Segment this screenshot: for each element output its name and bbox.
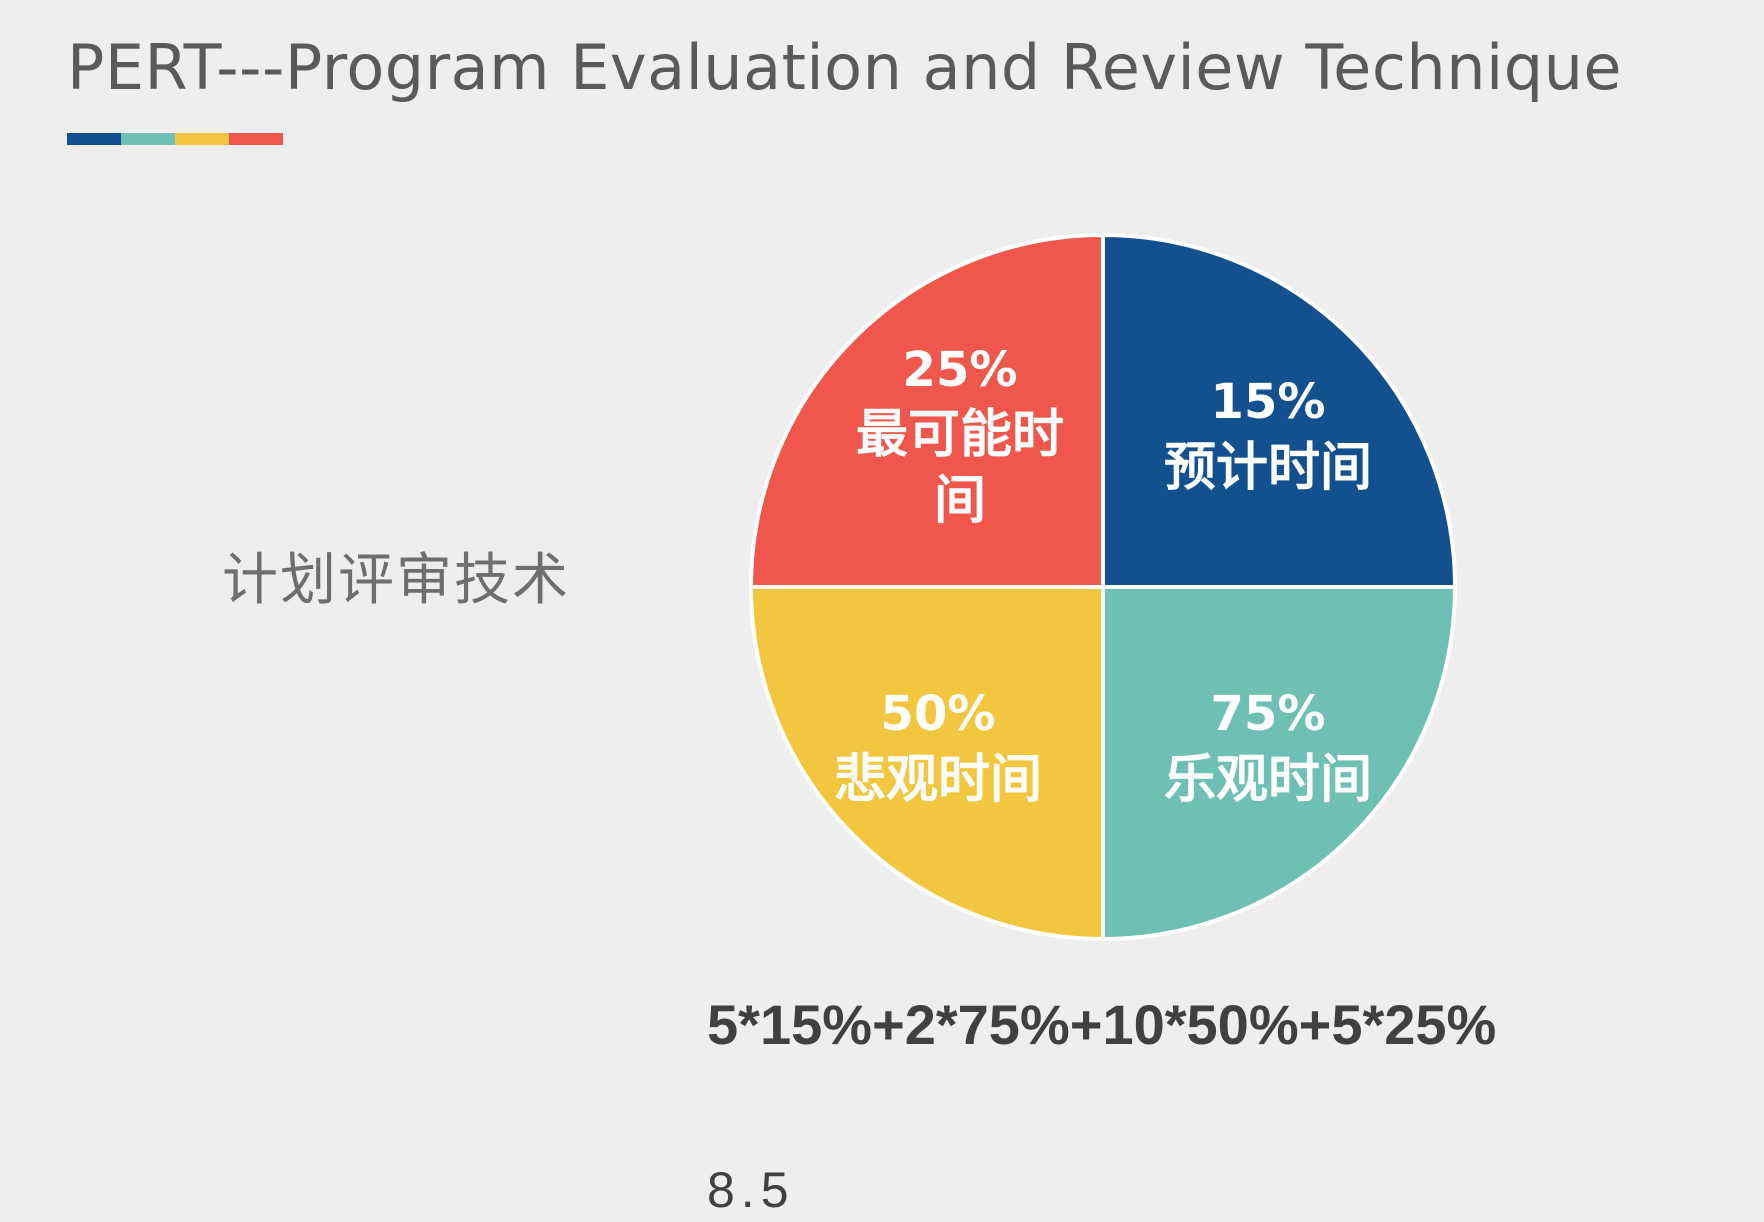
weighted-formula: 5*15%+2*75%+10*50%+5*25%	[707, 993, 1497, 1056]
pie-slice-most-likely	[749, 233, 1105, 589]
slice-value-pessimistic: 50%	[881, 686, 996, 742]
slice-label-expected: 预计时间	[1164, 438, 1372, 498]
pie-slice-optimistic	[1101, 585, 1457, 941]
pie-slice-pessimistic	[749, 585, 1105, 941]
slice-label-most-likely-line2: 间	[934, 471, 986, 531]
accent-segment-blue	[67, 133, 121, 145]
accent-segment-teal	[121, 133, 175, 145]
slice-label-most-likely-line1: 最可能时	[856, 405, 1064, 465]
slice-value-most-likely: 25%	[903, 342, 1018, 398]
subtitle: 计划评审技术	[222, 548, 570, 613]
slice-label-optimistic: 乐观时间	[1164, 750, 1372, 810]
slice-value-expected: 15%	[1211, 374, 1326, 430]
formula-result: 8.5	[707, 1162, 795, 1218]
page-title: PERT---Program Evaluation and Review Tec…	[67, 31, 1623, 104]
accent-segment-yellow	[175, 133, 229, 145]
slice-value-optimistic: 75%	[1211, 686, 1326, 742]
slice-label-pessimistic: 悲观时间	[834, 750, 1042, 810]
accent-segment-red	[229, 133, 283, 145]
title-accent-bar	[67, 133, 283, 145]
pie-chart: 15% 预计时间 75% 乐观时间 50% 悲观时间 25% 最可能时 间	[749, 233, 1457, 941]
pie-slice-expected	[1101, 233, 1457, 589]
